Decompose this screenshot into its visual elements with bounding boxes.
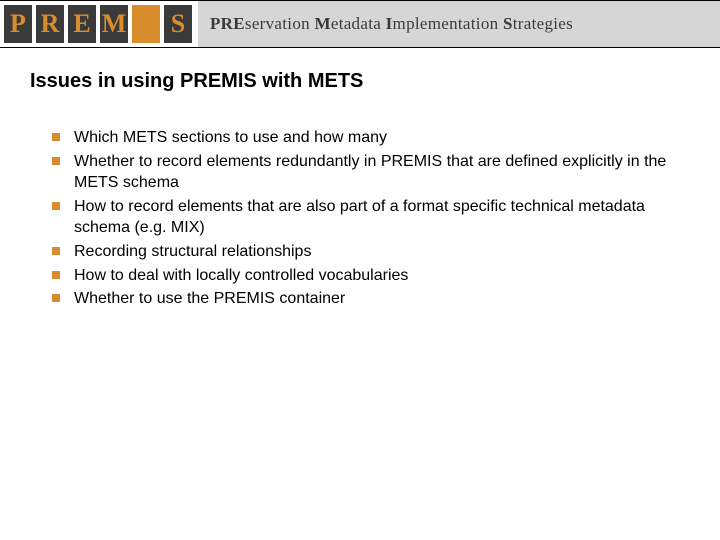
list-item: Recording structural relationships — [52, 241, 690, 263]
tagline-part: PRE — [210, 14, 245, 33]
list-item: Whether to record elements redundantly i… — [52, 151, 690, 194]
list-item: How to record elements that are also par… — [52, 196, 690, 239]
slide-content: Issues in using PREMIS with METS Which M… — [0, 48, 720, 310]
logo-letter-m: M — [100, 5, 128, 43]
tagline-part: trategies — [513, 14, 573, 33]
list-item: How to deal with locally controlled voca… — [52, 265, 690, 287]
tagline-part: S — [503, 14, 513, 33]
list-item: Whether to use the PREMIS container — [52, 288, 690, 310]
bullet-list: Which METS sections to use and how many … — [30, 127, 690, 310]
logo-letter-i: I — [132, 5, 160, 43]
tagline-part: servation — [245, 14, 315, 33]
tagline-part: etadata — [331, 14, 386, 33]
logo-letter-p: P — [4, 5, 32, 43]
tagline: PREservation Metadata Implementation Str… — [210, 14, 573, 34]
logo-letter-s: S — [164, 5, 192, 43]
list-item: Which METS sections to use and how many — [52, 127, 690, 149]
header-bar: P R E M I S PREservation Metadata Implem… — [0, 0, 720, 48]
premis-logo: P R E M I S — [0, 1, 198, 47]
logo-letter-r: R — [36, 5, 64, 43]
logo-letter-e: E — [68, 5, 96, 43]
tagline-part: mplementation — [393, 14, 503, 33]
logo-letters: P R E M I S — [4, 5, 192, 43]
tagline-part: I — [386, 14, 393, 33]
slide-title: Issues in using PREMIS with METS — [30, 70, 690, 93]
tagline-part: M — [314, 14, 330, 33]
tagline-box: PREservation Metadata Implementation Str… — [198, 1, 720, 47]
